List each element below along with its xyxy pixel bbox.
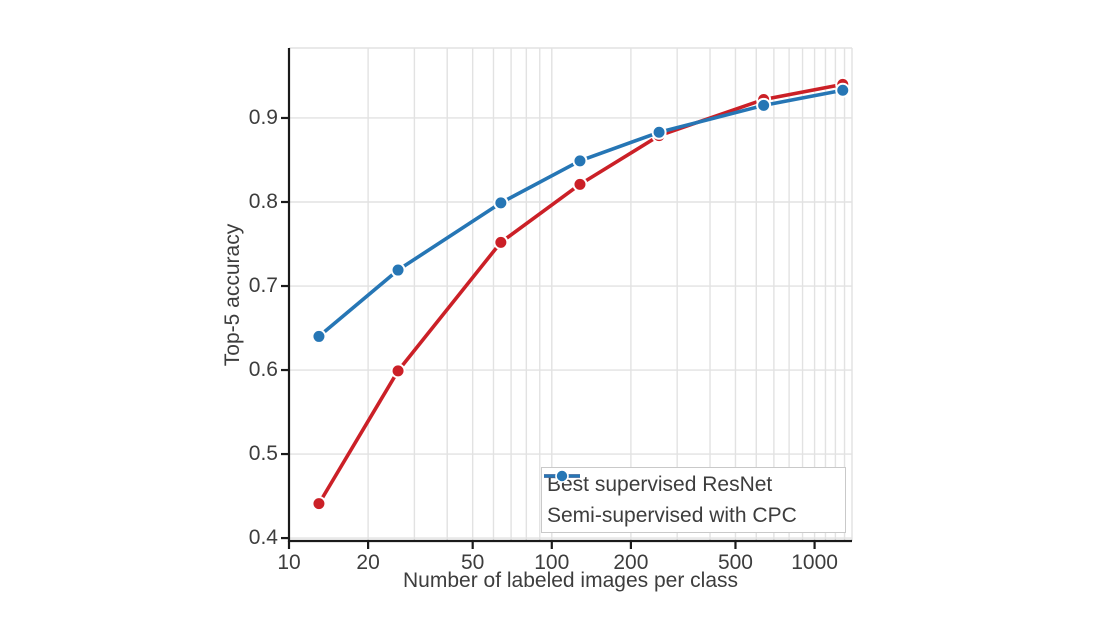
x-tick-label: 200 bbox=[613, 551, 649, 574]
series-line-supervised-resnet bbox=[317, 82, 845, 506]
y-tick-label: 0.8 bbox=[248, 189, 278, 213]
data-point-supervised-resnet bbox=[311, 496, 327, 512]
data-point-supervised-resnet bbox=[572, 176, 588, 192]
legend-item-supervised-resnet: Best supervised ResNet bbox=[544, 469, 845, 500]
series-line-semi-supervised-cpc bbox=[317, 88, 845, 339]
legend: Best supervised ResNet Semi-supervised w… bbox=[541, 467, 846, 533]
x-tick-label: 500 bbox=[717, 551, 753, 574]
y-tick-label: 0.5 bbox=[248, 442, 278, 466]
x-tick-label: 100 bbox=[534, 551, 570, 574]
y-tick-label: 0.6 bbox=[248, 358, 278, 382]
data-point-semi-supervised-cpc bbox=[651, 124, 667, 140]
x-tick-label: 1000 bbox=[791, 551, 838, 574]
data-point-semi-supervised-cpc bbox=[311, 328, 327, 344]
y-tick-label: 0.9 bbox=[248, 105, 278, 129]
x-tick-label: 10 bbox=[277, 551, 301, 574]
data-point-semi-supervised-cpc bbox=[390, 262, 406, 278]
data-point-semi-supervised-cpc bbox=[835, 82, 851, 98]
blue-line-marker-icon bbox=[544, 469, 580, 483]
legend-label-semi-supervised-cpc: Semi-supervised with CPC bbox=[547, 503, 797, 527]
legend-item-semi-supervised-cpc: Semi-supervised with CPC bbox=[544, 469, 845, 531]
data-point-semi-supervised-cpc bbox=[572, 153, 588, 169]
y-tick-label: 0.7 bbox=[248, 274, 278, 297]
data-point-supervised-resnet bbox=[390, 363, 406, 379]
x-tick-label: 50 bbox=[460, 551, 485, 574]
data-point-semi-supervised-cpc bbox=[493, 195, 509, 211]
legend-label-supervised-resnet: Best supervised ResNet bbox=[547, 472, 773, 496]
x-tick-label: 20 bbox=[356, 551, 380, 574]
data-point-supervised-resnet bbox=[493, 234, 509, 250]
data-point-semi-supervised-cpc bbox=[756, 97, 772, 113]
x-axis-label: Number of labeled images per class bbox=[403, 569, 738, 592]
y-tick-label: 0.4 bbox=[248, 526, 278, 550]
